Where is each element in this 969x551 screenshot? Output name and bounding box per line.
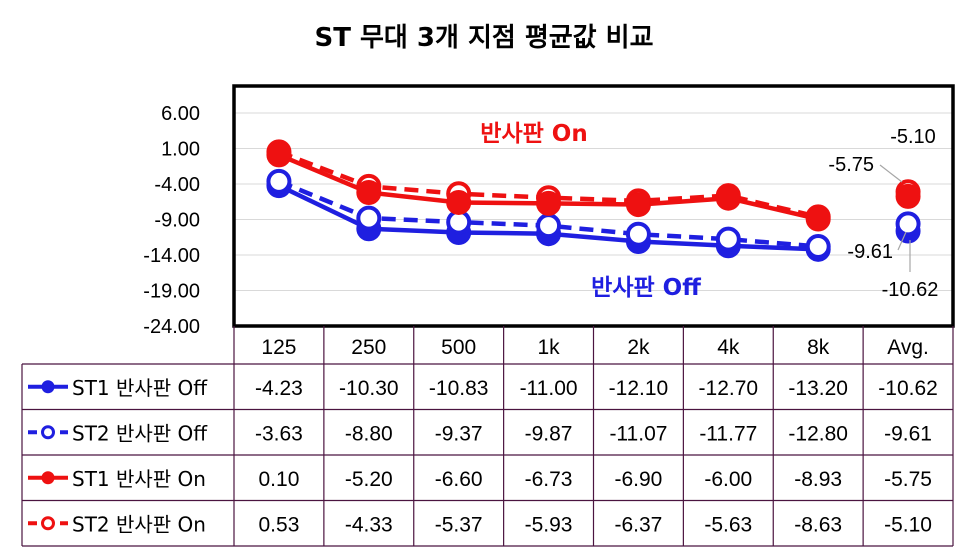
table-cell: -9.61 [884, 422, 932, 445]
data-point [625, 192, 651, 218]
table-cell: -8.63 [794, 513, 842, 536]
data-point [446, 189, 472, 215]
table-cell: -6.60 [435, 468, 483, 491]
x-tick-label: 4k [717, 336, 740, 359]
x-tick-label: 250 [351, 336, 386, 359]
data-point [715, 226, 741, 252]
data-point [895, 211, 921, 237]
table-cell: -6.73 [525, 468, 573, 491]
table-cell: -5.37 [435, 513, 483, 536]
table-cell: -10.83 [429, 377, 489, 400]
data-table: 125 250 500 1k 2k 4k 8k Avg. ST1 반사판 Off -4.23 -10… [21, 326, 954, 547]
avg-data-labels: -5.10 -5.75 -9.61 -10.62 [828, 126, 938, 301]
legend-marker [41, 471, 55, 485]
table-cell: -9.87 [525, 422, 573, 445]
avg-data-label: -5.75 [828, 154, 874, 176]
avg-data-label: -9.61 [847, 241, 893, 263]
y-tick-label: -19.00 [143, 281, 200, 303]
legend-label: ST2 반사판 Off [72, 421, 208, 445]
table-cell: -12.70 [699, 377, 759, 400]
table-cell: -12.80 [788, 422, 848, 445]
y-tick-label: -9.00 [154, 210, 200, 232]
chart-title: ST 무대 3개 지점 평균값 비교 [314, 23, 653, 53]
table-cell: -11.77 [699, 422, 757, 445]
data-point [895, 183, 921, 209]
data-point [715, 185, 741, 211]
table-cell: 0.53 [259, 513, 300, 536]
data-point [805, 206, 831, 232]
table-cell: -8.93 [794, 468, 842, 491]
y-tick-label: -4.00 [154, 174, 200, 196]
data-point [536, 213, 562, 239]
x-tick-label: 125 [261, 336, 296, 359]
data-point [266, 142, 292, 168]
table-cell: -10.30 [339, 377, 399, 400]
avg-data-label: -5.10 [890, 126, 936, 148]
table-cell: -5.75 [884, 468, 932, 491]
y-tick-label: 1.00 [161, 139, 200, 161]
table-cell: -4.23 [255, 377, 303, 400]
data-point [805, 233, 831, 259]
y-tick-label: 6.00 [161, 103, 200, 125]
table-cell: -6.00 [704, 468, 752, 491]
table-cell: -5.10 [884, 513, 932, 536]
legend-marker [41, 380, 55, 394]
series-markers [266, 139, 921, 262]
y-tick-label: -24.00 [143, 316, 200, 338]
table-cell: -6.90 [615, 468, 663, 491]
table-cell: -4.33 [345, 513, 393, 536]
avg-data-label: -10.62 [882, 279, 939, 301]
table-cell: -3.63 [255, 422, 303, 445]
data-point [356, 205, 382, 231]
table-cell: -5.63 [704, 513, 752, 536]
x-tick-label: Avg. [887, 336, 929, 359]
leader-line [879, 164, 903, 183]
x-tick-label: 2k [627, 336, 650, 359]
x-tick-label: 8k [807, 336, 830, 359]
legend-label: ST2 반사판 On [72, 512, 206, 536]
leader-line [897, 231, 907, 251]
data-point [536, 190, 562, 216]
data-point [625, 221, 651, 247]
table-cell: -12.10 [609, 377, 669, 400]
data-point [356, 180, 382, 206]
table-cell: -13.20 [788, 377, 848, 400]
y-axis-ticks: 6.00 1.00 -4.00 -9.00 -14.00 -19.00 -24.00 [143, 103, 200, 338]
legend-marker [41, 425, 55, 440]
table-cell: 0.10 [259, 468, 300, 491]
legend-label: ST1 반사판 On [72, 467, 206, 491]
table-cell: -11.07 [609, 422, 667, 445]
table-cell: -5.93 [525, 513, 573, 536]
table-cell: -6.37 [615, 513, 663, 536]
annotation-reflector-on: 반사판 On [480, 121, 587, 147]
legend-marker [41, 516, 55, 531]
annotation-reflector-off: 반사판 Off [591, 275, 701, 301]
x-tick-label: 500 [441, 336, 476, 359]
table-cell: -5.20 [345, 468, 393, 491]
x-tick-label: 1k [537, 336, 560, 359]
table-cell: -9.37 [435, 422, 483, 445]
table-cell: -8.80 [345, 422, 393, 445]
legend-label: ST1 반사판 Off [72, 376, 208, 400]
y-tick-label: -14.00 [143, 245, 200, 267]
table-cell: -11.00 [520, 377, 578, 400]
data-point [266, 168, 292, 194]
table-cell: -10.62 [878, 377, 938, 400]
